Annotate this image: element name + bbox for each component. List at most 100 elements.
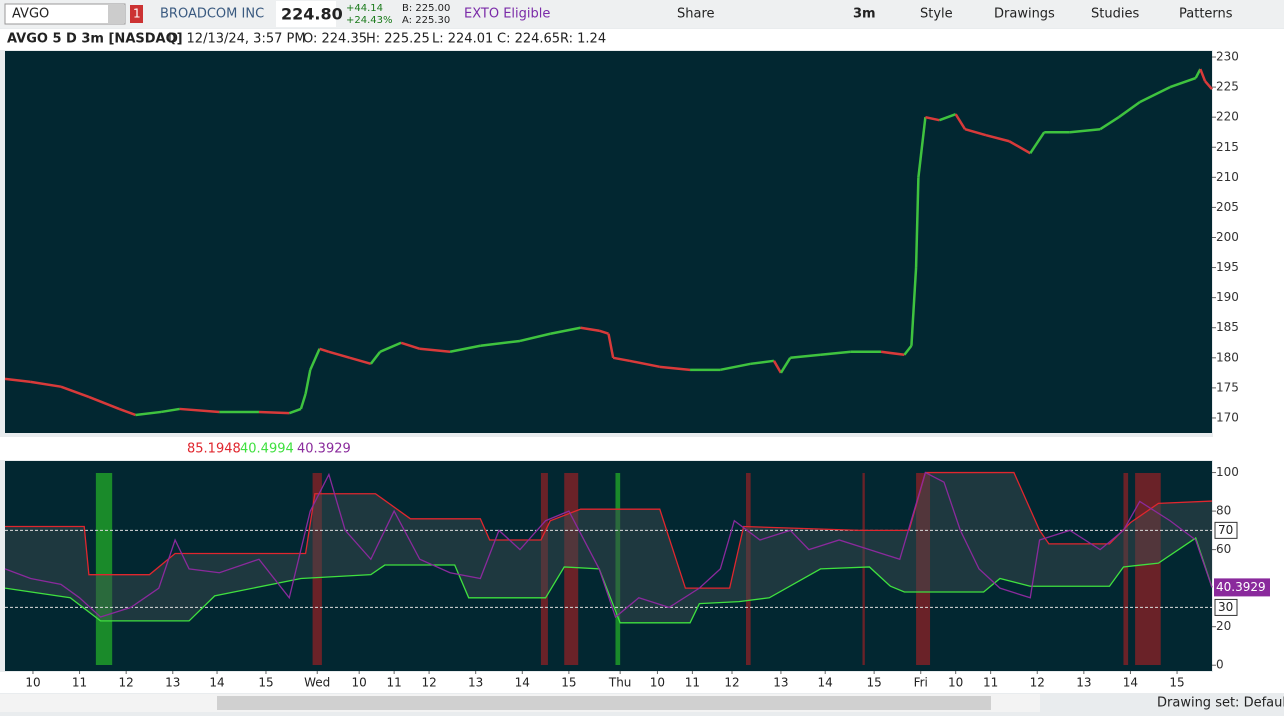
price-segment <box>1194 68 1202 79</box>
price-segment <box>1069 127 1101 134</box>
y-tick-label: 215 <box>1216 140 1239 154</box>
drawing-set[interactable]: Drawing set: Default <box>1157 696 1284 711</box>
price-segment <box>550 326 581 335</box>
x-tick-label: 12 <box>724 676 739 690</box>
price-segment <box>580 326 600 332</box>
price-segment <box>1204 80 1213 91</box>
price-segment <box>607 333 615 359</box>
price-segment <box>4 377 31 384</box>
price-segment <box>179 407 220 414</box>
price-segment <box>779 357 792 374</box>
price-segment <box>480 339 521 348</box>
price-segment <box>400 341 421 350</box>
y-tick-label: 180 <box>1216 350 1239 364</box>
price-segment <box>1169 76 1197 89</box>
price-segment <box>659 365 691 372</box>
study-line <box>4 471 1213 619</box>
price-segment <box>160 407 180 414</box>
price-segment <box>880 350 905 357</box>
x-tick-label: 10 <box>650 676 665 690</box>
price-segment <box>88 395 120 411</box>
y-tick-label: 210 <box>1216 170 1239 184</box>
signal-band <box>564 473 579 665</box>
share-button[interactable]: Share <box>677 7 715 22</box>
y-tick-label: 170 <box>1216 410 1239 424</box>
studies-button[interactable]: Studies <box>1091 7 1139 22</box>
link-box[interactable] <box>130 5 143 23</box>
drawings-button[interactable]: Drawings <box>994 7 1055 22</box>
symbol-box[interactable] <box>4 3 126 25</box>
price-segment <box>612 356 630 363</box>
price-segment <box>925 115 940 122</box>
price-segment <box>938 112 957 122</box>
study-readout: 40.3929 <box>297 442 351 457</box>
scroll-thumb[interactable] <box>217 696 991 710</box>
exto[interactable]: EXTO Eligible <box>464 7 550 22</box>
y-tick-label: 195 <box>1216 260 1239 274</box>
price-segment <box>910 267 918 346</box>
price-segment <box>288 407 302 415</box>
y-tick-label: 0 <box>1216 658 1224 672</box>
y-tick-label: 80 <box>1216 504 1231 518</box>
price-segment <box>379 341 402 353</box>
x-tick-label: 15 <box>258 676 273 690</box>
price-segment <box>369 351 382 365</box>
x-tick-label: 13 <box>1076 676 1091 690</box>
price-segment <box>629 359 661 369</box>
y-tick-label: 100 <box>1216 465 1239 479</box>
x-tick-label: 10 <box>352 676 367 690</box>
x-tick-label: 13 <box>468 676 483 690</box>
timeframe-button[interactable]: 3m <box>853 7 876 22</box>
price-segment <box>790 353 821 360</box>
x-tick-label: Fri <box>914 676 928 690</box>
price-segment <box>30 380 62 388</box>
price-segment <box>449 344 481 354</box>
price-segment <box>820 350 851 357</box>
price-segment <box>985 134 1010 143</box>
last-value-box <box>1214 578 1270 597</box>
y-tick-label: 220 <box>1216 110 1239 124</box>
x-tick-label: 11 <box>72 676 87 690</box>
price-segment <box>304 369 312 395</box>
pct-change: +24.43% <box>346 15 393 26</box>
price-segment <box>299 393 307 410</box>
level-label: 30 <box>1218 600 1233 614</box>
price-segment <box>903 345 913 356</box>
price-segment <box>419 347 451 354</box>
last-box <box>276 1 336 27</box>
x-tick-label: 12 <box>421 676 436 690</box>
y-tick-label: 200 <box>1216 230 1239 244</box>
study-readout: 85.1948 <box>187 442 241 457</box>
chart-header <box>0 29 1213 50</box>
channel-fill <box>5 472 1212 623</box>
x-tick-label: 10 <box>25 676 40 690</box>
price-segment <box>118 407 136 417</box>
price-segment <box>720 362 751 372</box>
x-tick-label: 15 <box>1169 676 1184 690</box>
price-segment <box>328 350 351 360</box>
x-tick-label: 12 <box>1030 676 1045 690</box>
x-tick-label: Wed <box>304 676 330 690</box>
x-tick-label: 13 <box>773 676 788 690</box>
price-segment <box>1139 85 1171 104</box>
x-tick-label: 14 <box>209 676 224 690</box>
price-segment <box>258 410 290 415</box>
price-segment <box>598 329 609 335</box>
symbol-dropdown[interactable] <box>108 5 124 23</box>
study-line <box>5 471 1213 589</box>
y-tick-label: 190 <box>1216 290 1239 304</box>
symbol[interactable]: AVGO <box>12 7 49 22</box>
style-button[interactable]: Style <box>920 7 953 22</box>
level-label: 70 <box>1218 523 1233 537</box>
ask: A: 225.30 <box>402 15 450 26</box>
bar-open: O: 224.35 <box>303 32 367 47</box>
bar-date: D: 12/13/24, 3:57 PM <box>168 32 306 47</box>
link-number[interactable]: 1 <box>133 7 141 21</box>
x-tick-label: 11 <box>685 676 700 690</box>
patterns-button[interactable]: Patterns <box>1179 7 1233 22</box>
x-tick-label: 14 <box>818 676 833 690</box>
price-segment <box>1008 140 1031 155</box>
level-box <box>1214 598 1238 616</box>
y-tick-label: 230 <box>1216 50 1239 64</box>
